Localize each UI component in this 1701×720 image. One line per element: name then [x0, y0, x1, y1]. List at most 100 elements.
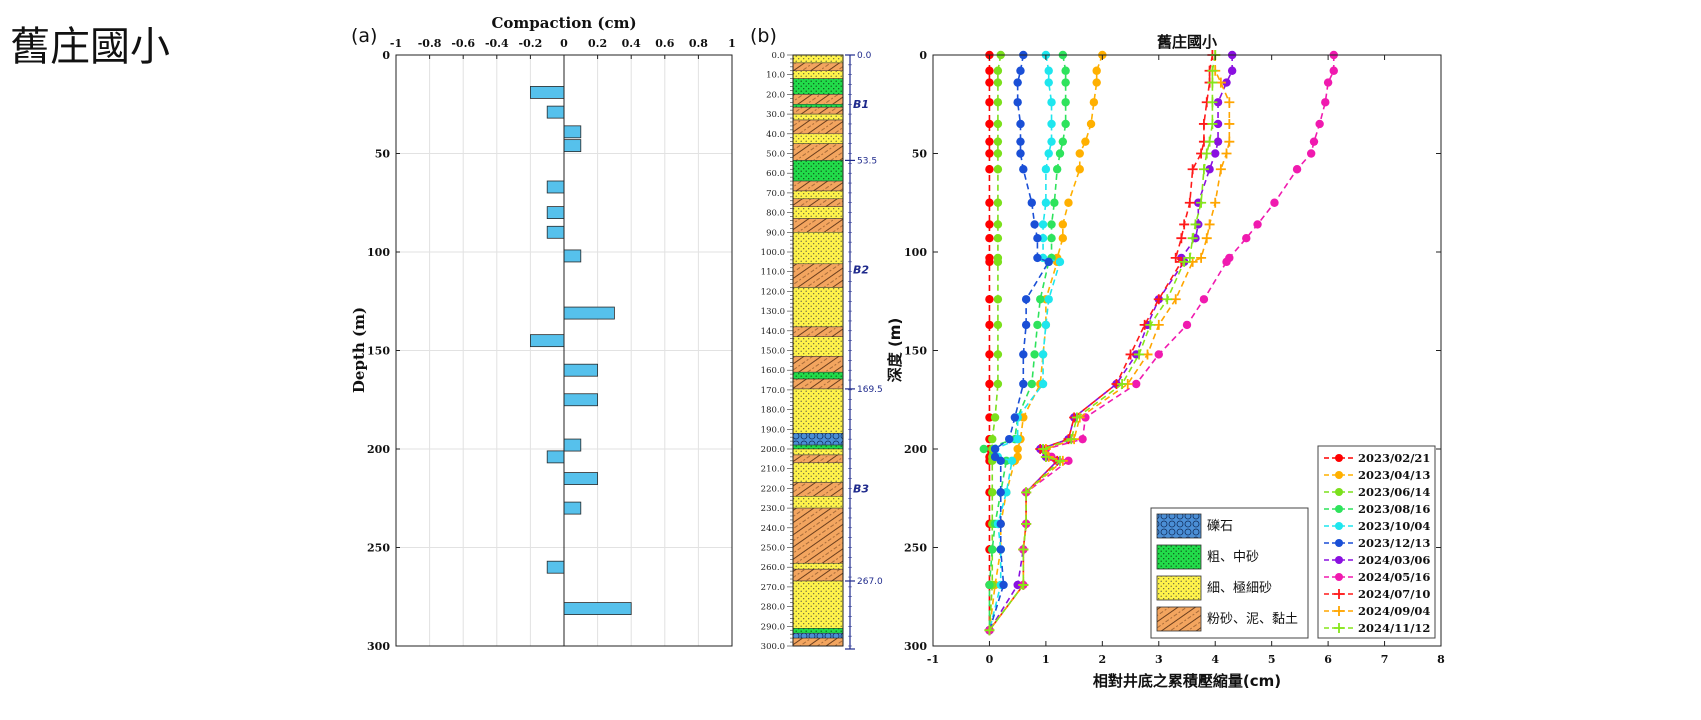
data-point — [1293, 165, 1301, 173]
data-point — [1211, 149, 1219, 157]
compaction-bar — [564, 394, 598, 406]
data-point — [1039, 380, 1047, 388]
data-point — [1202, 149, 1212, 159]
panel-b-label: (b) — [750, 25, 777, 47]
data-point — [1008, 457, 1016, 465]
data-point — [1061, 120, 1069, 128]
data-point — [1270, 199, 1278, 207]
lith-layer-fine — [793, 191, 843, 199]
data-point — [1087, 120, 1095, 128]
data-point — [1307, 149, 1315, 157]
compaction-bar — [564, 473, 598, 485]
panel-c-ylabel: 深度 (m) — [886, 318, 904, 383]
data-point — [980, 445, 988, 453]
panel-c-ytick-label: 0 — [919, 49, 927, 62]
lith-layer-silt — [793, 120, 843, 134]
compaction-bar — [547, 451, 564, 463]
panel-a-xtick-label: -0.6 — [451, 37, 475, 50]
lith-layer-silt — [793, 94, 843, 104]
legend-marker — [1335, 471, 1343, 479]
panel-b-depth-label: 160.0 — [761, 366, 785, 376]
data-point — [988, 488, 996, 496]
data-point — [985, 199, 993, 207]
data-point — [994, 220, 1002, 228]
lith-layer-silt — [793, 356, 843, 372]
panel-b-depth-label: 40.0 — [766, 130, 785, 140]
data-point — [1059, 234, 1067, 242]
panel-a-y-ticks: 050100150200250300 — [367, 49, 400, 653]
legend-entry-label: 2024/03/06 — [1358, 553, 1430, 567]
legend-marker — [1335, 556, 1343, 564]
lith-layer-coarse — [793, 445, 843, 449]
compaction-bar — [564, 439, 581, 451]
panel-b-depth-ticks: 0.010.020.030.040.050.060.070.080.090.01… — [761, 51, 793, 652]
data-point — [1330, 67, 1338, 75]
panel-b-depth-label: 270.0 — [761, 583, 785, 593]
panel-b-depth-label: 20.0 — [766, 90, 785, 100]
legend-entry-label: 2024/07/10 — [1358, 587, 1430, 601]
lith-layer-gravel — [793, 433, 843, 445]
lith-legend-swatch — [1157, 607, 1201, 631]
panel-b-depth-label: 120.0 — [761, 287, 785, 297]
panel-a-xtick-label: 0.8 — [689, 37, 708, 50]
figure: (a) Compaction (cm) -1 -0.8 -0.6 -0.4 -0.2 0 0… — [0, 0, 1701, 720]
panel-b-boundary-label: 53.5 — [857, 156, 877, 166]
panel-c-ytick-label: 250 — [904, 542, 927, 555]
data-point — [985, 258, 993, 266]
data-point — [1033, 254, 1041, 262]
compaction-bar — [547, 561, 564, 573]
panel-c-xtick-label: 0 — [986, 653, 994, 666]
panel-b-depth-label: 30.0 — [766, 110, 785, 120]
data-point — [1224, 137, 1234, 147]
panel-c-xtick-label: 3 — [1155, 653, 1163, 666]
data-point — [985, 67, 993, 75]
lith-layer-fine — [793, 496, 843, 508]
data-point — [1016, 149, 1024, 157]
lith-legend-swatch — [1157, 514, 1201, 538]
data-point — [997, 545, 1005, 553]
panel-b-depth-label: 100.0 — [761, 248, 785, 258]
lith-layer-fine — [793, 449, 843, 455]
data-point — [991, 413, 999, 421]
legend-entry-label: 2024/05/16 — [1358, 570, 1430, 584]
panel-a-xtick-label: -0.4 — [485, 37, 509, 50]
panel-b-boundary-label: 267.0 — [857, 577, 883, 587]
data-point — [985, 98, 993, 106]
data-point — [1019, 380, 1027, 388]
data-point — [1210, 198, 1220, 208]
legend-entry-label: 2024/11/12 — [1358, 621, 1430, 635]
legend-entry-label: 2023/06/14 — [1358, 485, 1430, 499]
data-point — [1050, 199, 1058, 207]
compaction-bar — [547, 207, 564, 219]
data-point — [1045, 258, 1053, 266]
data-point — [1022, 321, 1030, 329]
data-point — [1064, 199, 1072, 207]
panel-b-depth-label: 260.0 — [761, 563, 785, 573]
data-point — [1202, 233, 1212, 243]
data-point — [1039, 220, 1047, 228]
data-point — [1030, 350, 1038, 358]
data-point — [1013, 98, 1021, 106]
data-point — [1310, 137, 1318, 145]
panel-a-xtick-label: 0.6 — [655, 37, 674, 50]
data-point — [1033, 234, 1041, 242]
data-point — [1056, 258, 1064, 266]
panel-b-depth-label: 280.0 — [761, 603, 785, 613]
data-point — [1011, 413, 1019, 421]
data-point — [1179, 219, 1189, 229]
data-point — [997, 520, 1005, 528]
data-point — [985, 321, 993, 329]
data-point — [1013, 435, 1021, 443]
lith-legend-swatch — [1157, 576, 1201, 600]
lith-layer-fine — [793, 71, 843, 79]
legend-marker — [1335, 505, 1343, 513]
data-point — [994, 149, 1002, 157]
data-point — [1047, 98, 1055, 106]
data-point — [985, 120, 993, 128]
data-point — [985, 350, 993, 358]
data-point — [1059, 137, 1067, 145]
data-point — [1076, 149, 1084, 157]
lith-layer-fine — [793, 463, 843, 483]
data-point — [1018, 544, 1028, 554]
data-point — [994, 321, 1002, 329]
